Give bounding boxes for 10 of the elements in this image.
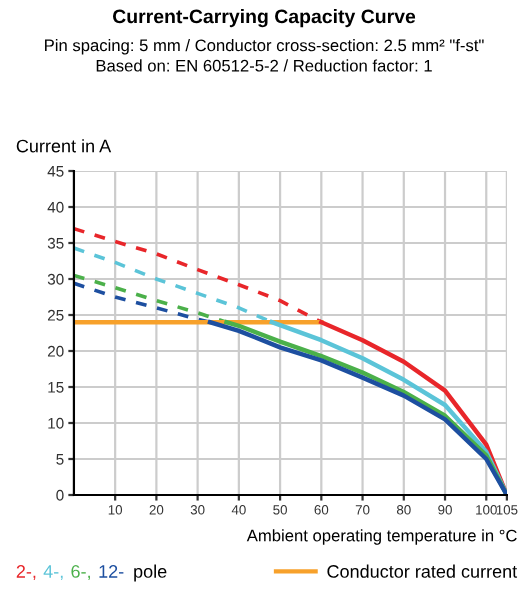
text: 4-, [43,565,63,580]
y-axis-title: Current in A [16,139,112,153]
x-axis-title: Ambient operating temperature in °C [246,529,517,545]
chart-title: Current-Carrying Capacity Curve [112,9,416,28]
chart-subtitle: Pin spacing: 5 mm / Conductor cross-section: 2.5 mm² "f-st" Based on: EN 60512-5-2 / Reduction factor: 1 [45,39,484,72]
legend-label: Conductor rated current [327,564,518,578]
text: 2-, [16,565,36,580]
text: pole [134,564,167,582]
text: 6-, [71,565,90,580]
text: 12- [99,565,124,578]
